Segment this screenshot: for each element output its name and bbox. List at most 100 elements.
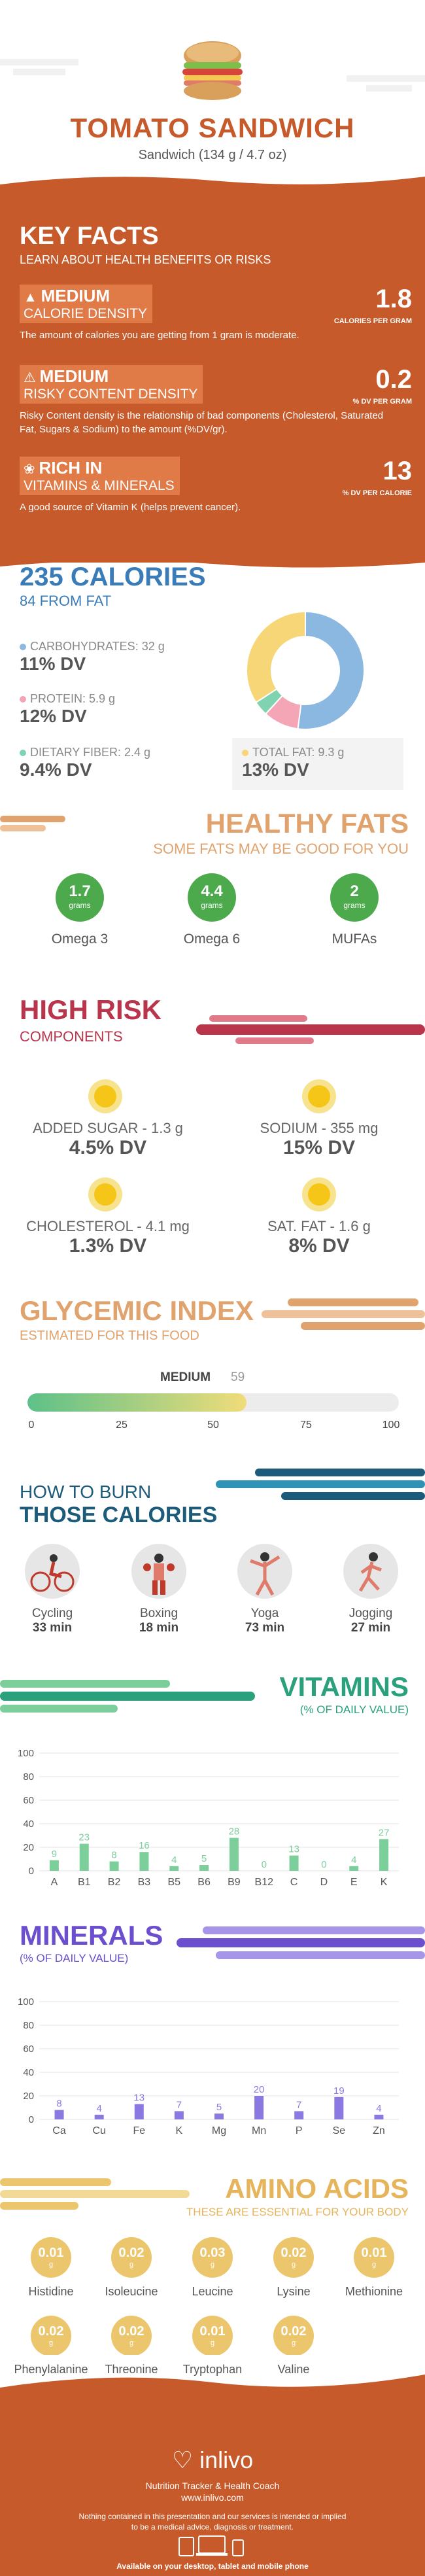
key-facts-subtitle: LEARN ABOUT HEALTH BENEFITS OR RISKS [20, 253, 271, 266]
amino-label: Valine [277, 2363, 310, 2376]
x-tick-label: B3 [138, 1877, 151, 1888]
glycemic-bar [27, 1393, 399, 1412]
heart-icon: ♡ [171, 2446, 194, 2473]
wave-divider [0, 177, 425, 191]
decorative-clouds [0, 59, 425, 92]
legend-dot [20, 696, 26, 703]
amino-label: Histidine [28, 2285, 74, 2298]
glycemic-title: GLYCEMIC INDEX [20, 1295, 254, 1326]
footer-disclaimer: to be a medical advice, diagnosis or tre… [131, 2522, 294, 2532]
bar-value-label: 20 [254, 2084, 265, 2095]
amino-label: Phenylalanine [14, 2363, 88, 2376]
amino-label: Threonine [105, 2363, 158, 2376]
x-tick-label: C [290, 1877, 298, 1888]
fact-value: 0.2 [375, 365, 412, 394]
decorative-stripes [0, 1680, 255, 1713]
high-risk-subtitle: COMPONENTS [20, 1028, 123, 1045]
fact-vitamins-minerals: ❀ RICH IN VITAMINS & MINERALS 13 % DV PE… [20, 457, 412, 513]
healthy-fats-title: HEALTHY FATS [205, 808, 409, 839]
risk-sodium: SODIUM - 355 mg 15% DV [260, 1120, 379, 1158]
bar-P [294, 2111, 304, 2119]
fat-omega3: 1.7 grams [56, 873, 104, 922]
nutrient-carbs: CARBOHYDRATES: 32 g 11% DV [20, 640, 165, 674]
bar-value-label: 7 [296, 2099, 301, 2110]
amino-label: Tryptophan [182, 2363, 243, 2376]
cycling-icon [25, 1544, 80, 1599]
amino-subtitle: THESE ARE ESSENTIAL FOR YOUR BODY [186, 2206, 409, 2218]
amino-value-circle: 0.01 g [31, 2237, 71, 2278]
amino-value-circle: 0.02 g [273, 2237, 314, 2278]
wave-divider [0, 2355, 425, 2388]
inlivo-logo: ♡ inlivo [171, 2446, 254, 2473]
calories-title: 235 CALORIES [20, 563, 206, 591]
bar-B9 [229, 1837, 239, 1871]
bar-value-label: 8 [111, 1850, 116, 1861]
risk-added-sugar: ADDED SUGAR - 1.3 g 4.5% DV [33, 1120, 183, 1158]
x-tick-label: B6 [197, 1877, 211, 1888]
minerals-bar-chart: 0 20 40 60 80 100 8 Ca 4 Cu 13 Fe 7 K 5 Mg 20 Mn 7 P 19 Se 4 Zn [18, 1996, 399, 2136]
yoga-icon [237, 1544, 292, 1599]
fact-description: A good source of Vitamin K (helps preven… [20, 502, 241, 513]
bar-value-label: 5 [201, 1853, 207, 1864]
vitamins-subtitle: (% OF DAILY VALUE) [299, 1703, 409, 1716]
x-tick-label: Fe [133, 2125, 145, 2136]
donut-slice-fat [246, 610, 306, 704]
glycemic-bar-fill [27, 1393, 247, 1412]
bar-B1 [79, 1843, 89, 1871]
y-tick-label: 100 [18, 1748, 34, 1759]
x-tick-label: B12 [255, 1877, 274, 1888]
risk-cholesterol: CHOLESTEROL - 4.1 mg 1.3% DV [26, 1218, 190, 1257]
y-tick-label: 100 [18, 1996, 34, 2008]
x-tick-label: D [320, 1877, 328, 1888]
bar-value-label: 13 [288, 1844, 299, 1855]
legend-dot [242, 750, 248, 757]
leaf-icon: ❀ [24, 462, 35, 477]
glycemic-subtitle: ESTIMATED FOR THIS FOOD [20, 1329, 199, 1343]
sandwich-image [182, 41, 243, 100]
amino-value-circle: 0.02 g [111, 2316, 152, 2356]
bar-value-label: 7 [177, 2099, 182, 2110]
gi-tick: 25 [116, 1419, 128, 1431]
footer: ♡ inlivo Nutrition Tracker & Health Coac… [0, 2355, 425, 2576]
fact-unit: % DV PER CALORIE [342, 489, 412, 497]
smiley-icon [88, 1177, 122, 1211]
risk-sat-fat: SAT. FAT - 1.6 g 8% DV [267, 1218, 371, 1257]
y-tick-label: 0 [29, 2114, 34, 2125]
amino-label: Lysine [277, 2285, 311, 2298]
fact-value: 1.8 [375, 285, 412, 313]
bar-value-label: 23 [78, 1832, 90, 1843]
calorie-donut-chart [246, 610, 365, 730]
bar-value-label: 27 [379, 1827, 390, 1838]
bar-A [49, 1860, 59, 1871]
jogging-icon [343, 1544, 398, 1599]
bar-value-label: 0 [262, 1859, 267, 1870]
bar-value-label: 28 [229, 1826, 240, 1837]
bar-E [349, 1866, 359, 1871]
x-tick-label: Mn [252, 2125, 266, 2136]
y-tick-label: 20 [23, 1842, 34, 1853]
burn-title-line1: HOW TO BURN [20, 1482, 152, 1502]
amino-label: Methionine [345, 2285, 403, 2298]
amino-label: Isoleucine [105, 2285, 158, 2298]
fact-unit: % DV PER GRAM [352, 398, 412, 406]
bar-B6 [199, 1865, 209, 1871]
amino-value-circle: 0.03 g [192, 2237, 233, 2278]
warning-icon: ⚠ [24, 370, 36, 385]
fat-highlight-box [232, 738, 403, 790]
y-tick-label: 80 [23, 1771, 34, 1783]
bar-K [379, 1839, 389, 1871]
x-tick-label: K [176, 2125, 183, 2136]
legend-dot [20, 750, 26, 757]
vitamins-title: VITAMINS [279, 1671, 409, 1702]
footer-url[interactable]: www.inlivo.com [181, 2492, 244, 2503]
bar-C [289, 1855, 299, 1871]
fat-omega6: 4.4 grams [188, 873, 236, 922]
fact-calorie-density: ▲ MEDIUM CALORIE DENSITY 1.8 CALORIES PE… [20, 285, 412, 341]
flame-icon: ▲ [24, 290, 37, 305]
x-tick-label: B9 [228, 1877, 241, 1888]
x-tick-label: Ca [52, 2125, 66, 2136]
bar-value-label: 19 [333, 2085, 345, 2097]
bar-Se [334, 2097, 344, 2119]
y-tick-label: 60 [23, 1795, 34, 1806]
amino-value-circle: 0.01 g [192, 2316, 233, 2356]
